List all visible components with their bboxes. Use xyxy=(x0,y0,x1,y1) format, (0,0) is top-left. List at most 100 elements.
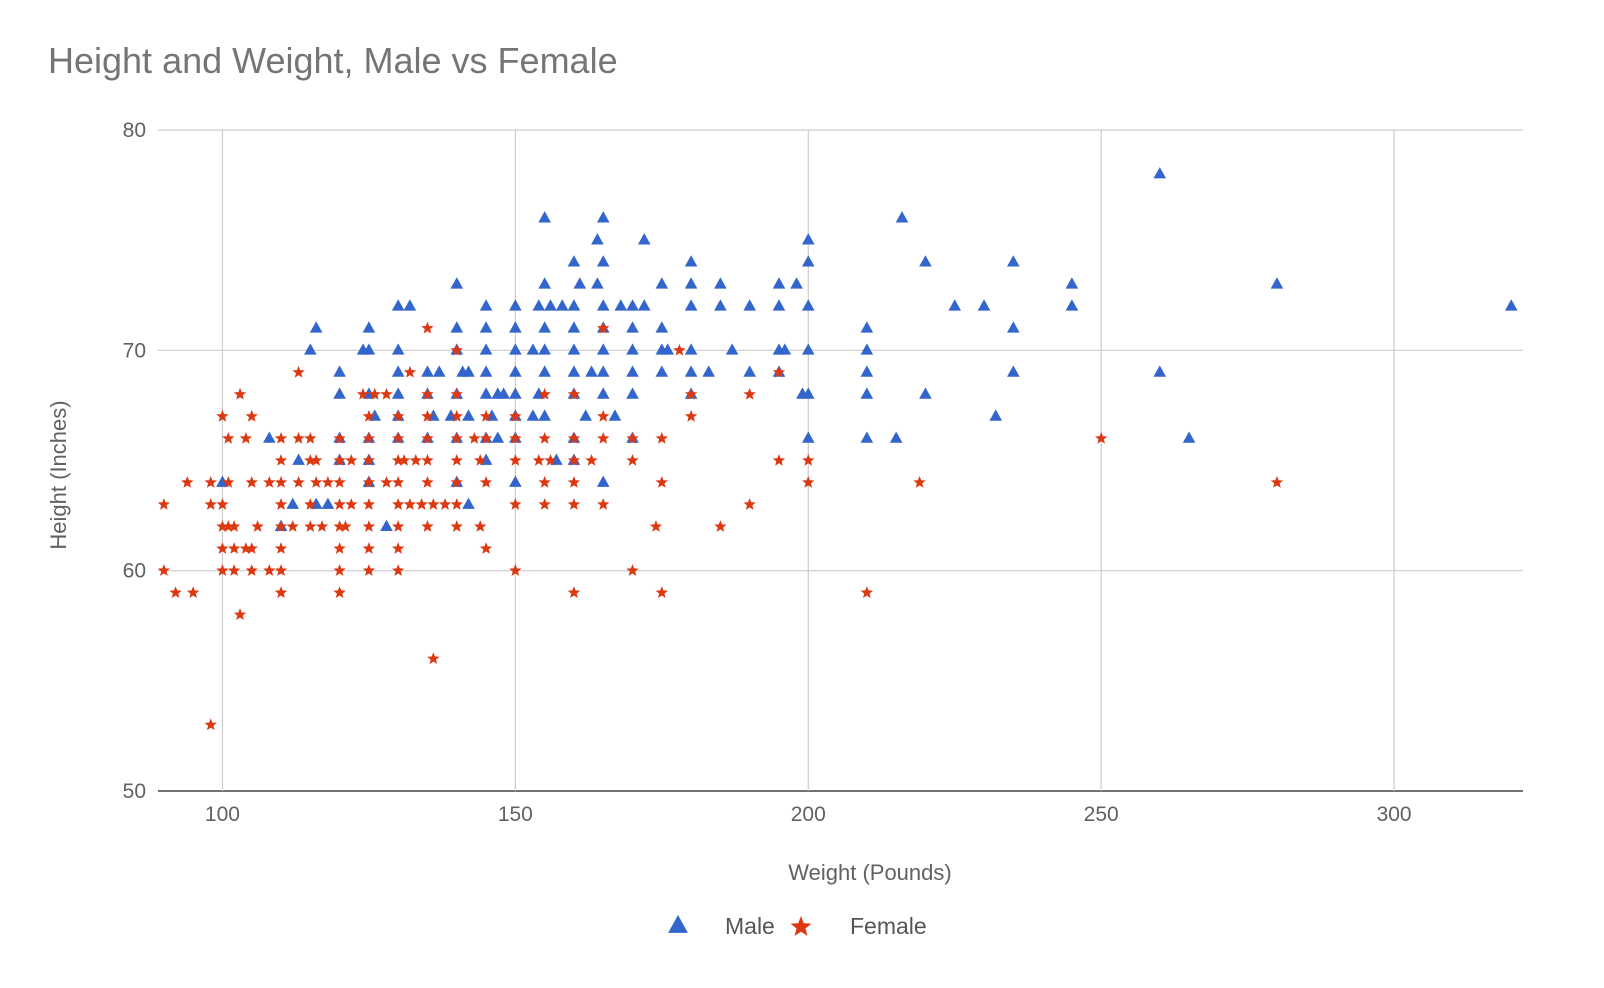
female-point xyxy=(421,454,434,466)
female-point xyxy=(239,542,253,554)
x-axis-label: Weight (Pounds) xyxy=(788,860,951,885)
female-point xyxy=(468,431,481,444)
female-point xyxy=(421,387,434,400)
female-point xyxy=(479,476,493,488)
male-point xyxy=(538,211,551,223)
female-point xyxy=(380,476,393,488)
legend-label-female: Female xyxy=(850,913,927,939)
female-point xyxy=(421,476,434,488)
female-point xyxy=(380,387,393,400)
male-point xyxy=(1153,365,1167,377)
male-point xyxy=(479,299,493,311)
female-point xyxy=(655,586,668,598)
male-point xyxy=(684,365,698,377)
male-point xyxy=(362,343,376,355)
female-point xyxy=(245,542,258,554)
male-point xyxy=(860,343,874,355)
male-point xyxy=(1270,277,1284,289)
female-point xyxy=(216,498,229,510)
female-point xyxy=(392,542,405,554)
male-point xyxy=(462,497,475,509)
female-point xyxy=(509,498,522,510)
male-point xyxy=(596,475,610,487)
female-point xyxy=(567,454,581,466)
female-point xyxy=(339,520,352,532)
male-point xyxy=(743,365,756,377)
female-point xyxy=(772,454,786,466)
male-point xyxy=(655,365,669,377)
male-point xyxy=(919,387,932,399)
female-point xyxy=(567,476,581,488)
male-point xyxy=(860,387,874,399)
y-axis-label: Height (Inches) xyxy=(46,400,71,549)
male-point xyxy=(977,299,991,311)
male-point xyxy=(479,365,493,377)
male-point xyxy=(989,409,1003,421)
female-point xyxy=(392,520,405,532)
chart-title: Height and Weight, Male vs Female xyxy=(48,40,618,81)
male-point xyxy=(860,365,874,377)
male-point xyxy=(538,409,551,421)
female-point xyxy=(304,431,317,444)
male-point xyxy=(596,387,610,399)
male-point xyxy=(333,365,346,377)
female-point xyxy=(245,564,258,576)
female-point xyxy=(362,476,376,488)
female-point xyxy=(274,498,288,510)
male-point xyxy=(555,299,569,311)
female-point xyxy=(392,431,405,444)
male-point xyxy=(509,365,522,377)
male-point xyxy=(626,321,639,333)
female-point xyxy=(597,498,610,510)
male-point xyxy=(573,277,587,289)
legend-item-male[interactable]: Male xyxy=(668,913,775,939)
triangle-icon xyxy=(668,915,688,933)
female-point xyxy=(263,564,276,576)
y-tick-label: 80 xyxy=(123,119,146,142)
female-point xyxy=(263,476,276,488)
male-point xyxy=(497,387,510,399)
female-point xyxy=(450,343,463,356)
female-point xyxy=(474,454,487,466)
female-point xyxy=(304,520,317,532)
male-point xyxy=(661,343,674,355)
male-point xyxy=(801,343,815,355)
female-point xyxy=(239,431,253,444)
male-point xyxy=(626,343,639,355)
female-point xyxy=(333,476,346,488)
female-point xyxy=(333,586,346,598)
female-point xyxy=(274,476,288,488)
male-point xyxy=(391,365,405,377)
male-point xyxy=(714,299,727,311)
female-point xyxy=(333,564,346,576)
female-point xyxy=(450,476,463,488)
legend-item-female[interactable]: Female xyxy=(790,913,927,939)
male-point xyxy=(655,277,669,289)
male-point xyxy=(362,321,376,333)
female-point xyxy=(186,586,200,598)
female-point xyxy=(532,454,545,466)
male-point xyxy=(292,453,305,465)
male-point xyxy=(626,299,639,311)
female-point xyxy=(673,343,686,356)
female-point xyxy=(292,476,305,488)
male-point xyxy=(772,277,786,289)
star-icon xyxy=(790,916,812,936)
female-point xyxy=(274,586,288,598)
female-point xyxy=(368,387,381,400)
male-point xyxy=(538,321,551,333)
female-point xyxy=(397,454,411,466)
x-tick-label: 200 xyxy=(791,803,826,826)
female-point xyxy=(345,454,358,466)
x-tick-label: 100 xyxy=(205,803,240,826)
legend[interactable]: Male Female xyxy=(668,913,927,939)
male-point xyxy=(567,255,581,267)
male-point xyxy=(714,277,727,289)
female-point xyxy=(509,564,522,576)
male-point xyxy=(462,365,475,377)
male-point xyxy=(655,321,669,333)
male-point xyxy=(684,255,698,267)
female-point xyxy=(1270,476,1284,488)
male-point xyxy=(462,409,475,421)
female-point xyxy=(333,542,346,554)
